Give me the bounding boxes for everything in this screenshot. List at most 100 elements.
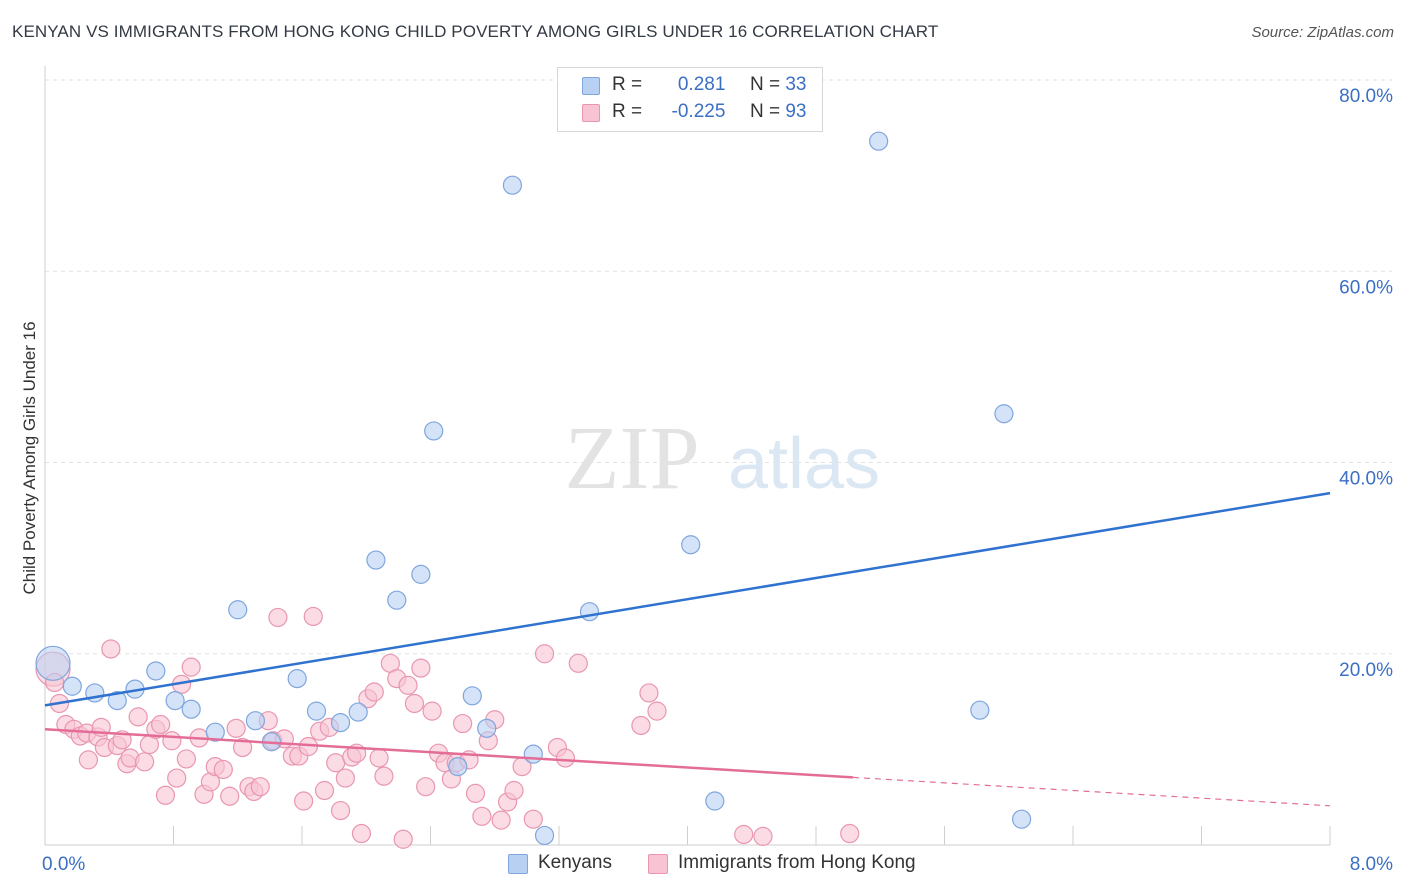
point-kenyans bbox=[705, 791, 725, 811]
point-kenyans bbox=[181, 699, 201, 719]
point-hongkong bbox=[250, 777, 270, 797]
legend-n-label: N = bbox=[749, 74, 781, 95]
point-hongkong bbox=[734, 824, 754, 845]
source-label: Source: ZipAtlas.com bbox=[1251, 24, 1394, 41]
point-kenyans bbox=[1011, 809, 1032, 829]
y-tick-label: 60.0% bbox=[1339, 277, 1393, 298]
y-tick-label: 40.0% bbox=[1339, 469, 1393, 490]
point-hongkong bbox=[226, 718, 246, 738]
point-hongkong bbox=[523, 809, 543, 829]
point-hongkong bbox=[351, 823, 372, 844]
point-hongkong bbox=[411, 658, 431, 678]
point-kenyans bbox=[411, 564, 431, 584]
legend-r-label: R = bbox=[612, 74, 643, 95]
trendline-kenyans bbox=[44, 491, 1331, 707]
point-kenyans bbox=[387, 590, 407, 610]
point-hongkong bbox=[303, 606, 323, 627]
point-kenyans bbox=[523, 744, 543, 764]
legend-text-hongkong: R = -0.225 N = 93 bbox=[612, 101, 806, 123]
point-kenyans bbox=[869, 131, 889, 151]
point-hongkong bbox=[213, 759, 233, 780]
point-kenyans bbox=[448, 756, 468, 777]
point-kenyans bbox=[366, 550, 386, 570]
point-hongkong bbox=[398, 675, 418, 695]
point-hongkong bbox=[78, 750, 98, 770]
x-tick-label: 8.0% bbox=[1350, 854, 1393, 875]
point-hongkong bbox=[404, 693, 425, 714]
legend-r-value-kenyans: 0.281 bbox=[677, 74, 726, 95]
point-kenyans bbox=[424, 421, 444, 441]
legend-swatch-hongkong bbox=[582, 104, 600, 122]
point-hongkong bbox=[181, 657, 201, 677]
point-hongkong bbox=[155, 785, 176, 805]
point-hongkong bbox=[393, 829, 413, 849]
point-hongkong bbox=[639, 683, 659, 703]
point-hongkong bbox=[374, 766, 394, 786]
point-kenyans bbox=[994, 404, 1014, 424]
trendline-hongkong bbox=[44, 728, 854, 779]
point-hongkong bbox=[753, 826, 773, 846]
legend-swatch-kenyans bbox=[582, 77, 600, 95]
point-hongkong bbox=[555, 748, 576, 768]
point-kenyans bbox=[165, 691, 185, 711]
point-hongkong bbox=[453, 713, 473, 734]
point-hongkong bbox=[631, 715, 651, 736]
point-kenyans bbox=[462, 686, 482, 706]
grid-lines bbox=[45, 79, 1392, 655]
point-hongkong bbox=[335, 768, 355, 788]
point-hongkong bbox=[465, 783, 486, 803]
point-hongkong bbox=[162, 731, 182, 751]
watermark-atlas: atlas bbox=[728, 424, 880, 504]
point-kenyans bbox=[534, 825, 555, 846]
chart-title: KENYAN VS IMMIGRANTS FROM HONG KONG CHIL… bbox=[12, 22, 939, 41]
series-legend: Kenyans Immigrants from Hong Kong bbox=[0, 851, 1406, 879]
trend-lines bbox=[44, 491, 1331, 807]
legend-n-label: N = bbox=[749, 101, 781, 122]
point-hongkong bbox=[472, 806, 492, 826]
point-kenyans bbox=[579, 602, 600, 622]
point-kenyans bbox=[970, 700, 990, 720]
point-hongkong bbox=[416, 777, 436, 797]
point-hongkong bbox=[268, 607, 288, 628]
point-hongkong bbox=[840, 823, 860, 844]
point-kenyans bbox=[502, 175, 523, 195]
point-hongkong bbox=[176, 749, 196, 769]
point-kenyans bbox=[146, 661, 166, 681]
watermark: ZIP atlas bbox=[565, 409, 881, 508]
series-label-hongkong: Immigrants from Hong Kong bbox=[678, 852, 916, 873]
point-hongkong bbox=[167, 768, 187, 788]
point-hongkong bbox=[151, 714, 171, 735]
point-hongkong bbox=[568, 653, 588, 673]
point-hongkong bbox=[101, 639, 121, 659]
y-tick-label: 80.0% bbox=[1339, 86, 1393, 107]
point-hongkong bbox=[134, 752, 155, 772]
scatter-points bbox=[35, 131, 1032, 849]
point-hongkong bbox=[232, 737, 253, 758]
y-tick-label: 20.0% bbox=[1339, 660, 1393, 681]
point-hongkong bbox=[369, 748, 389, 768]
axes bbox=[44, 66, 1331, 846]
point-kenyans bbox=[205, 722, 225, 742]
series-swatch-hongkong bbox=[648, 854, 668, 874]
correlation-legend: R = 0.281 N = 33 R = -0.225 N = 93 bbox=[557, 67, 823, 132]
axis-labels: 20.0% 40.0% 60.0% 80.0% 0.0% 8.0% Child Povert… bbox=[20, 86, 1393, 875]
legend-text-kenyans: R = 0.281 N = 33 bbox=[612, 74, 806, 96]
point-kenyans bbox=[287, 669, 307, 689]
point-hongkong bbox=[534, 644, 555, 664]
point-hongkong bbox=[314, 780, 335, 801]
point-hongkong bbox=[330, 800, 351, 821]
point-hongkong bbox=[364, 682, 384, 702]
legend-r-value-hongkong: -0.225 bbox=[671, 101, 726, 122]
legend-r-label: R = bbox=[612, 101, 643, 122]
point-kenyans bbox=[228, 600, 248, 620]
point-hongkong bbox=[128, 707, 148, 727]
series-swatch-kenyans bbox=[508, 854, 528, 874]
point-kenyans bbox=[477, 718, 497, 738]
point-kenyans bbox=[681, 535, 701, 555]
y-axis-title: Child Poverty Among Girls Under 16 bbox=[20, 321, 39, 594]
x-tick-label: 0.0% bbox=[42, 854, 85, 875]
point-kenyans bbox=[348, 702, 368, 722]
point-kenyans bbox=[330, 712, 351, 733]
legend-n-value-hongkong: 93 bbox=[785, 101, 807, 122]
